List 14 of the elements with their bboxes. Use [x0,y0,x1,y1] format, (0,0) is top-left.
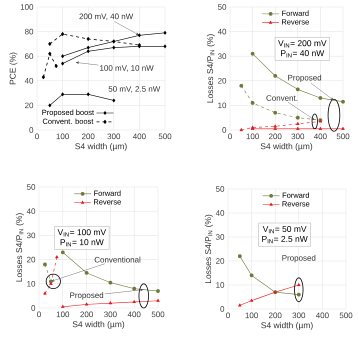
x-axis-title: S4 width (µm) [260,143,312,151]
x-axis-title: S4 width (µm) [261,322,313,330]
annotation: V$_{IN}$= 100 mV [58,229,106,236]
x-axis-title: S4 width (µm) [72,321,124,329]
annotation: V$_{IN}$= 200 mV [278,40,327,48]
x-axis-title: S4 width (µm) [75,143,127,151]
y-axis-title: Losses S4/P$_{IN}$ (%) [16,213,24,282]
y-axis-title: Losses S4/P$_{IN}$ (%) [206,34,215,103]
annotation: P$_{IN}$= 2.5 nW [262,236,308,244]
y-axis-title: Losses S4/P$_{IN}$ (%) [204,214,213,284]
annotation: P$_{IN}$= 10 nW [60,239,104,246]
y-axis-title: PCE (%) [9,52,18,84]
annotation: V$_{IN}$= 50 mV [262,226,307,234]
annotation: P$_{IN}$= 40 nW [281,50,324,58]
